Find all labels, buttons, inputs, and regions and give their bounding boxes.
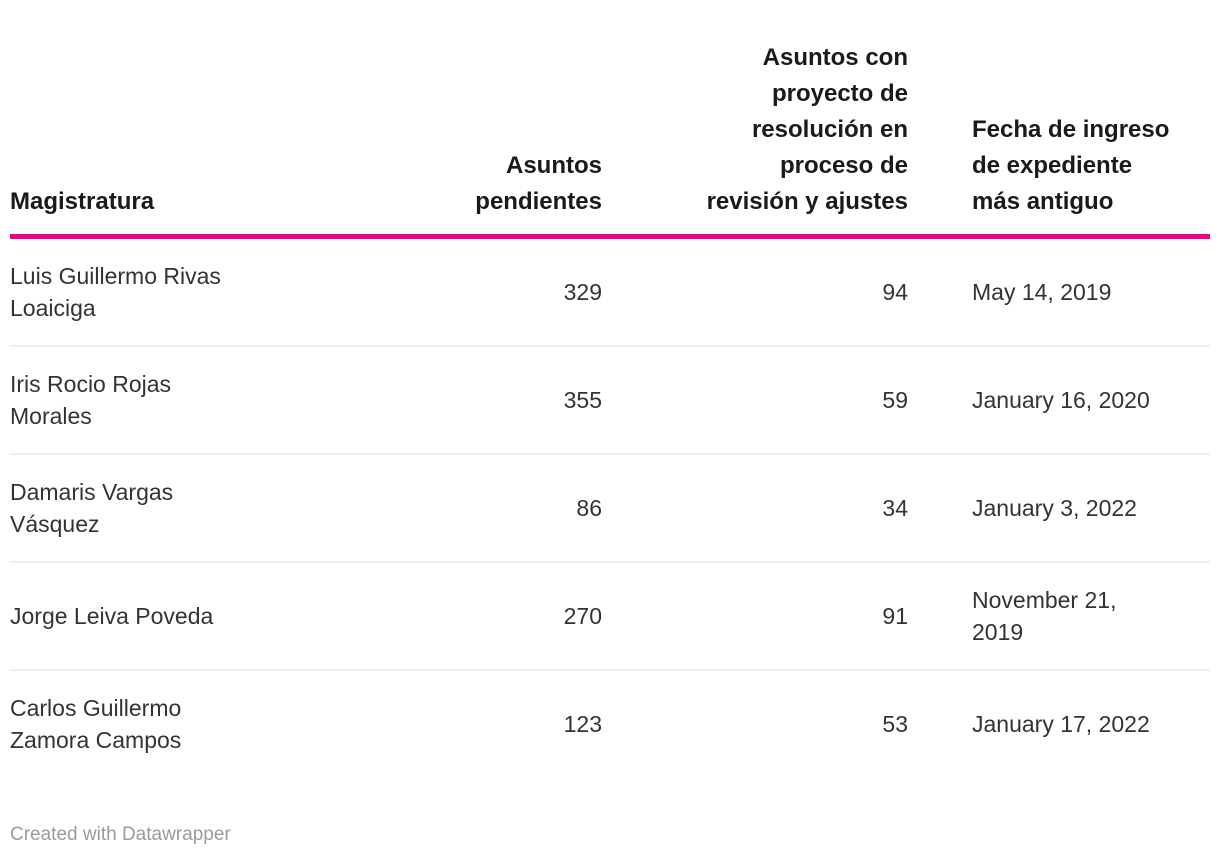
table-row: Luis Guillermo Rivas Loaiciga 329 94 May… <box>10 237 1210 346</box>
table-body: Luis Guillermo Rivas Loaiciga 329 94 May… <box>10 237 1210 778</box>
column-header-magistratura: Magistratura <box>10 188 155 215</box>
table-row: Damaris Vargas Vásquez 86 34 January 3, … <box>10 454 1210 562</box>
cell-asuntos-con-proyecto: 34 <box>882 495 908 521</box>
cell-fecha-ingreso: January 3, 2022 <box>972 495 1137 521</box>
cell-asuntos-con-proyecto: 59 <box>882 387 908 413</box>
column-header-asuntos-pendientes: Asuntos pendientes <box>475 152 602 215</box>
cell-fecha-ingreso: January 16, 2020 <box>972 387 1150 413</box>
cell-asuntos-con-proyecto: 94 <box>882 279 908 305</box>
cell-fecha-ingreso: January 17, 2022 <box>972 711 1150 737</box>
cell-asuntos-con-proyecto: 53 <box>882 711 908 737</box>
table-header: Magistratura Asuntos pendientes Asuntos … <box>10 0 1210 237</box>
cell-asuntos-pendientes: 329 <box>563 279 602 305</box>
cell-fecha-ingreso: November 21, 2019 <box>972 587 1117 645</box>
data-table: Magistratura Asuntos pendientes Asuntos … <box>10 0 1210 777</box>
cell-asuntos-con-proyecto: 91 <box>882 603 908 629</box>
cell-magistratura: Luis Guillermo Rivas Loaiciga <box>10 263 221 321</box>
cell-magistratura: Jorge Leiva Poveda <box>10 603 214 629</box>
attribution-text: Created with Datawrapper <box>10 824 231 845</box>
column-header-asuntos-con-proyecto: Asuntos con proyecto de resolución en pr… <box>706 44 908 215</box>
cell-asuntos-pendientes: 123 <box>563 711 602 737</box>
cell-magistratura: Damaris Vargas Vásquez <box>10 479 174 537</box>
table-row: Jorge Leiva Poveda 270 91 November 21, 2… <box>10 562 1210 670</box>
column-header-fecha-ingreso: Fecha de ingreso de expediente más antig… <box>972 116 1170 215</box>
cell-magistratura: Carlos Guillermo Zamora Campos <box>10 695 182 753</box>
table-row: Iris Rocio Rojas Morales 355 59 January … <box>10 346 1210 454</box>
cell-magistratura: Iris Rocio Rojas Morales <box>10 371 172 429</box>
cell-asuntos-pendientes: 270 <box>563 603 602 629</box>
cell-asuntos-pendientes: 86 <box>576 495 602 521</box>
table-row: Carlos Guillermo Zamora Campos 123 53 Ja… <box>10 670 1210 777</box>
header-row: Magistratura Asuntos pendientes Asuntos … <box>10 0 1210 237</box>
cell-fecha-ingreso: May 14, 2019 <box>972 279 1112 305</box>
cell-asuntos-pendientes: 355 <box>563 387 602 413</box>
